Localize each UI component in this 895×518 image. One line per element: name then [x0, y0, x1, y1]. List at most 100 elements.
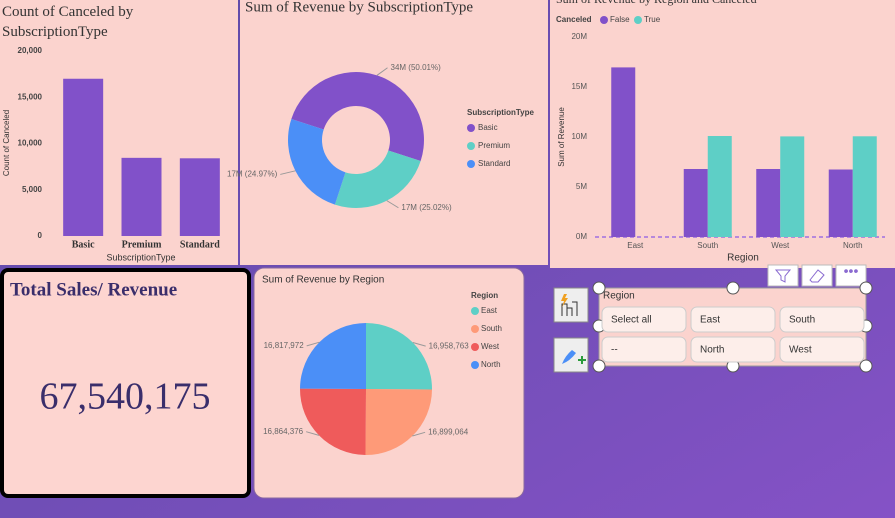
legend-swatch [600, 16, 608, 24]
legend-label: Premium [478, 141, 510, 150]
y-tick-label: 15,000 [18, 92, 43, 101]
chart-title: Sum of Revenue by SubscriptionType [245, 0, 473, 15]
bar [756, 169, 781, 237]
bar [828, 169, 853, 237]
filter-icon [774, 269, 792, 283]
donut-slice [291, 72, 424, 162]
y-tick-label: 0 [38, 231, 43, 240]
handle[interactable] [592, 359, 606, 373]
legend-label: True [644, 15, 661, 24]
leader-line [386, 200, 399, 209]
slicer-option-label: Select all [611, 315, 652, 326]
card-panel [0, 268, 251, 498]
leader-line [412, 342, 426, 347]
more-icon: ••• [844, 263, 859, 279]
pie-slice [300, 388, 366, 455]
x-axis-label: SubscriptionType [106, 252, 175, 262]
x-tick-label: Basic [72, 239, 95, 250]
x-tick-label: Standard [180, 239, 220, 250]
handle[interactable] [592, 281, 606, 295]
slicer-option[interactable] [690, 306, 776, 333]
slicer-option[interactable] [779, 336, 865, 363]
handles [592, 281, 873, 373]
slicer-option-label: South [789, 315, 815, 326]
legend-title: Region [471, 291, 498, 300]
legend-label: Basic [478, 123, 498, 132]
value-label: 16,817,972 [264, 341, 305, 350]
legend-label: False [610, 15, 630, 24]
slicer-option[interactable] [690, 336, 776, 363]
handle[interactable] [726, 281, 740, 295]
card-value: 67,540,175 [40, 376, 211, 418]
legend-label: West [481, 342, 500, 351]
pie-slice [366, 323, 432, 390]
handle[interactable] [859, 281, 873, 295]
slicer-option[interactable] [601, 306, 687, 333]
bar [611, 67, 636, 238]
legend-label: North [481, 360, 501, 369]
handle[interactable] [859, 359, 873, 373]
value-label: 17M (24.97%) [227, 170, 278, 179]
visual-icon [561, 301, 578, 316]
legend-swatch [471, 343, 479, 351]
legend-title: SubscriptionType [467, 108, 535, 117]
y-tick-label: 20M [571, 32, 587, 41]
title-box: Count of Canceled by SubscriptionType [2, 4, 134, 40]
legend-title: Canceled [556, 15, 592, 24]
slicer-option[interactable] [779, 306, 865, 333]
chart-title: Sum of Revenue by Region [262, 275, 384, 286]
y-tick-label: 0M [576, 232, 587, 241]
x-tick-label: North [843, 241, 863, 250]
legend-label: South [481, 324, 502, 333]
eraser-button[interactable] [801, 264, 833, 287]
y-axis-label: Count of Canceled [2, 110, 11, 176]
bar [707, 136, 732, 237]
slicer-option-label: North [700, 345, 724, 356]
value-label: 34M (50.01%) [391, 63, 442, 72]
slicer-option[interactable] [601, 336, 687, 363]
eraser-icon [809, 269, 825, 283]
slicer-option-label: East [700, 315, 720, 326]
y-tick-label: 15M [571, 82, 587, 91]
y-tick-label: 10M [571, 132, 587, 141]
donut-slice [334, 150, 421, 209]
leader-line [280, 170, 296, 175]
bar [852, 136, 877, 237]
y-axis-label: Sum of Revenue [557, 107, 566, 167]
leader-line [306, 431, 320, 436]
slicer-title: Region [603, 291, 635, 302]
bar [63, 78, 104, 236]
legend-label: Standard [478, 159, 510, 168]
value-label: 16,864,376 [263, 427, 304, 436]
y-tick-label: 20,000 [18, 46, 43, 55]
x-tick-label: South [697, 241, 718, 250]
plus-icon [578, 356, 586, 364]
legend-swatch [634, 16, 642, 24]
legend-swatch [467, 160, 475, 168]
visual-button[interactable] [553, 287, 589, 323]
y-tick-label: 10,000 [18, 139, 43, 148]
value-label: 16,899,064 [428, 427, 469, 436]
leader-line [412, 431, 426, 437]
legend-swatch [471, 325, 479, 333]
x-tick-label: Premium [122, 239, 162, 250]
legend-swatch [471, 307, 479, 315]
chart-title: Count of Canceled by SubscriptionType [2, 4, 134, 40]
value-label: 16,958,763 [429, 341, 470, 350]
value-label: 17M (25.02%) [401, 203, 452, 212]
card-title: Total Sales/ Revenue [10, 279, 177, 300]
x-tick-label: East [627, 241, 644, 250]
legend-label: East [481, 306, 498, 315]
leader-line [306, 341, 320, 347]
bar [121, 157, 162, 236]
filter-button[interactable] [767, 264, 799, 287]
donut-slice [288, 118, 346, 205]
chart-title: Sum of Revenue by Region and Canceled [556, 0, 757, 6]
slicer-option-label: West [789, 345, 812, 356]
brush-icon [562, 350, 576, 364]
x-tick-label: West [771, 241, 790, 250]
y-tick-label: 5M [576, 182, 587, 191]
more-button[interactable] [835, 264, 867, 287]
legend-swatch [467, 142, 475, 150]
